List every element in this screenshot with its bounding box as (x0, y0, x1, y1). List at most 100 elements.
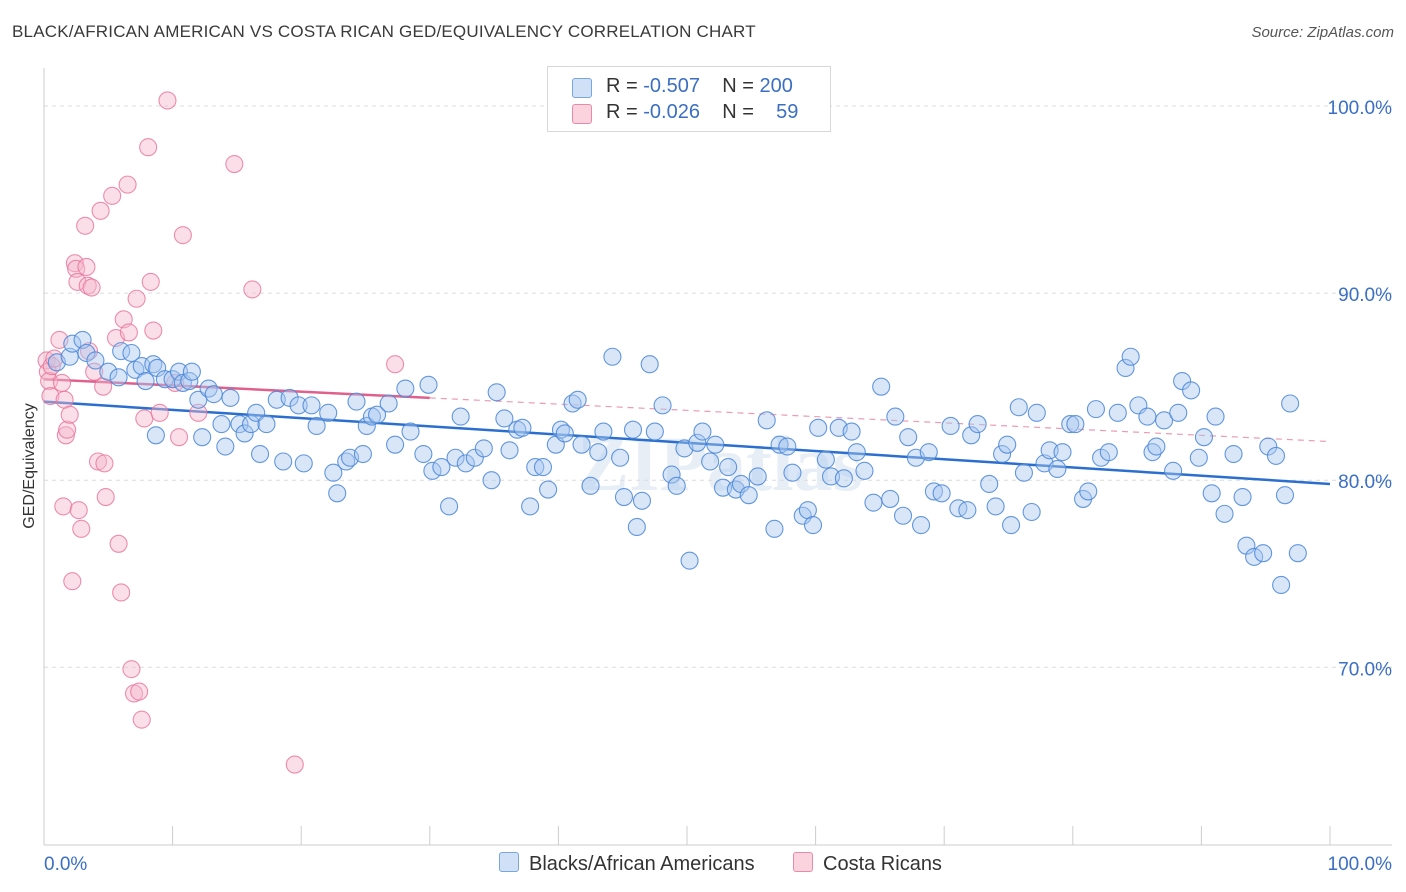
legend-label: Costa Ricans (823, 853, 942, 875)
blue-point (623, 420, 643, 439)
blue-point (632, 491, 652, 510)
blue-point (446, 448, 465, 467)
y-tick-label: 100.0% (1328, 98, 1393, 119)
blue-point (1009, 398, 1028, 417)
blue-point (216, 437, 235, 456)
pink-point (386, 355, 405, 374)
blue-point (86, 351, 105, 370)
blue-point (1108, 403, 1127, 422)
blue-trend-line (43, 400, 1331, 486)
y-tick-label: 70.0% (1338, 659, 1392, 680)
blue-point (1206, 407, 1225, 426)
blue-point (353, 444, 372, 464)
blue-point (274, 452, 293, 471)
blue-point (474, 439, 493, 458)
blue-point (204, 385, 223, 404)
blue-point (1121, 347, 1140, 366)
pink-point (285, 755, 304, 774)
blue-point (872, 377, 891, 396)
pink-point (189, 403, 208, 422)
blue-point (521, 497, 540, 516)
blue-point (280, 388, 299, 407)
legend-label: Blacks/African Americans (529, 853, 755, 875)
blue-point (1164, 461, 1183, 480)
blue-point (986, 497, 1005, 516)
pink-point (56, 426, 75, 445)
blue-point (783, 463, 802, 482)
blue-point (1138, 407, 1157, 426)
blue-point (241, 415, 261, 434)
pink-point (173, 226, 192, 245)
blue-point (1275, 486, 1295, 505)
blue-point (63, 334, 82, 353)
pink-point (60, 405, 79, 424)
blue-point (1182, 381, 1201, 400)
blue-point (1048, 459, 1067, 479)
blue-point (701, 452, 720, 471)
pink-swatch (572, 104, 592, 124)
pink-trend-line (43, 377, 430, 400)
source-label: Source: ZipAtlas.com (1251, 24, 1394, 41)
blue-point (77, 343, 96, 363)
blue-point (324, 463, 343, 482)
blue-point (980, 474, 999, 493)
x-tick-label: 100.0% (1328, 854, 1393, 875)
blue-point (357, 416, 376, 436)
pink-point (52, 373, 72, 392)
blue-point (864, 493, 883, 512)
blue-point (1194, 428, 1214, 447)
blue-point (132, 357, 151, 376)
blue-point (401, 422, 420, 441)
blue-point (109, 368, 128, 387)
blue-point (423, 461, 442, 480)
pink-point (150, 403, 169, 422)
blue-point (1099, 443, 1118, 462)
blue-point (379, 394, 398, 413)
blue-point (993, 444, 1012, 464)
blue-swatch (572, 78, 592, 98)
y-tick-label: 90.0% (1338, 285, 1392, 306)
blue-point (526, 458, 545, 477)
pink-point (58, 420, 77, 439)
pink-point (63, 572, 82, 591)
blue-point (1266, 446, 1286, 465)
costa-rican-points (37, 91, 405, 774)
pink-point (127, 289, 146, 308)
blue-point (739, 486, 758, 505)
blue-point (611, 448, 630, 467)
blue-point (662, 465, 681, 484)
blue-point (212, 415, 231, 434)
pink-point (88, 452, 108, 471)
pink-point (55, 390, 74, 409)
pink-point (139, 138, 158, 157)
blue-point (912, 516, 931, 535)
r-value: -0.026 (643, 101, 700, 123)
blue-point (706, 435, 725, 454)
blue-point (1272, 575, 1291, 595)
blue-point (1155, 411, 1174, 430)
blue-point (568, 390, 587, 409)
blue-point (809, 418, 828, 437)
blue-point (1189, 448, 1208, 467)
blue-point (941, 416, 960, 436)
pink-point (158, 91, 177, 110)
blue-point (1169, 403, 1188, 422)
n-value: 200 (759, 75, 793, 97)
blue-point (1027, 403, 1046, 422)
blue-point (962, 426, 981, 445)
pink-swatch (793, 852, 813, 872)
blue-point (589, 443, 608, 462)
pink-point (141, 272, 160, 291)
blue-point (1116, 358, 1135, 378)
pink-point (112, 583, 131, 602)
trend-lines (43, 377, 1331, 486)
blue-point (1259, 437, 1278, 456)
blue-point (932, 484, 951, 503)
blue-point (1245, 547, 1264, 566)
black-african-american-points (47, 330, 1307, 595)
blue-point (958, 501, 977, 520)
blue-point (414, 444, 433, 464)
r-label: R = (606, 101, 638, 123)
blue-point (594, 422, 613, 441)
pink-point (169, 428, 189, 447)
